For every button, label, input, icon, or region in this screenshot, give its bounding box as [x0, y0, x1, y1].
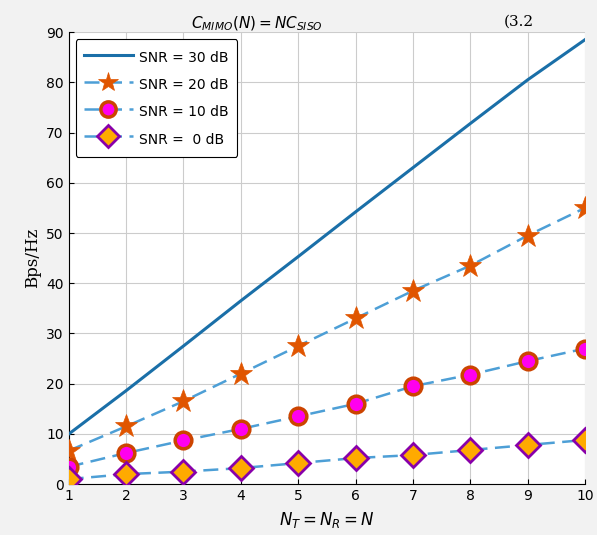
Text: (3.2: (3.2 [504, 15, 534, 29]
Y-axis label: Bps/Hz: Bps/Hz [24, 228, 41, 288]
X-axis label: $N_T = N_R = N$: $N_T = N_R = N$ [279, 510, 375, 530]
Legend: SNR = 30 dB, SNR = 20 dB, SNR = 10 dB, SNR =  0 dB: SNR = 30 dB, SNR = 20 dB, SNR = 10 dB, S… [76, 39, 238, 157]
Text: $C_{MIMO}(N) = NC_{SISO}$: $C_{MIMO}(N) = NC_{SISO}$ [191, 15, 322, 33]
